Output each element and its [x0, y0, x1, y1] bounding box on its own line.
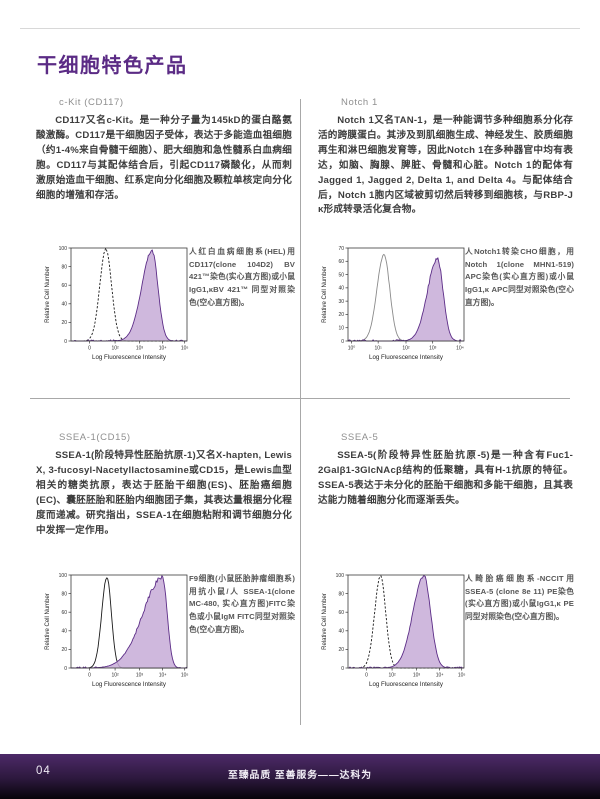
svg-text:Relative Cell Number: Relative Cell Number [322, 266, 328, 323]
svg-text:Relative Cell Number: Relative Cell Number [45, 593, 51, 650]
svg-text:Log Fluorescence Intensity: Log Fluorescence Intensity [92, 681, 167, 688]
svg-text:10²: 10² [388, 673, 396, 679]
svg-text:20: 20 [338, 312, 344, 318]
section-notch1: Notch 1 Notch 1又名TAN-1，是一种能调节多种细胞系分化存活的跨… [318, 97, 573, 218]
section-header: c-Kit (CD117) [59, 97, 124, 108]
svg-text:40: 40 [61, 629, 67, 635]
svg-text:10⁴: 10⁴ [159, 346, 167, 352]
svg-text:50: 50 [338, 272, 344, 278]
section-ssea1: SSEA-1(CD15) SSEA-1(阶段特异性胚胎抗原-1)又名X-hapt… [36, 432, 292, 538]
svg-text:100: 100 [336, 573, 345, 579]
svg-text:0: 0 [341, 339, 344, 345]
svg-text:40: 40 [61, 302, 67, 308]
top-rule [20, 28, 580, 29]
flow-histogram-ssea5: 0 20 40 60 80 100 0 10² 10³ 10⁴ 10⁵ Log Fluorescenc… [318, 569, 470, 697]
svg-text:70: 70 [338, 246, 344, 252]
footer-slogan: 至臻品质 至善服务——达科为 [227, 770, 373, 781]
flow-histogram-ckit: 0 20 40 60 80 100 0 10² 10³ 10⁴ 10⁵ Log Fluorescenc… [41, 242, 193, 370]
svg-text:Log Fluorescence Intensity: Log Fluorescence Intensity [369, 354, 444, 361]
section-header: SSEA-1(CD15) [59, 432, 131, 443]
figure-caption: 人Notch1转染CHO细胞，用Notch 1(clone MHN1-519) … [465, 247, 574, 307]
svg-text:20: 20 [61, 320, 67, 326]
figure-caption: 人畸胎癌细胞系-NCCIT用SSEA-5 (clone 8e 11) PE染色(… [465, 574, 574, 622]
svg-text:10³: 10³ [136, 346, 144, 352]
svg-text:60: 60 [338, 610, 344, 616]
svg-text:30: 30 [338, 299, 344, 305]
page-title: 干细胞特色产品 [37, 55, 188, 78]
svg-text:0: 0 [88, 673, 91, 679]
horizontal-divider [30, 398, 570, 399]
svg-text:10³: 10³ [429, 346, 437, 352]
svg-text:60: 60 [61, 283, 67, 289]
svg-text:20: 20 [338, 647, 344, 653]
svg-text:10⁰: 10⁰ [348, 346, 356, 352]
section-body: SSEA-5(阶段特异性胚胎抗原-5)是一种含有Fuc1-2Galβ1-3Glc… [318, 450, 573, 506]
svg-text:0: 0 [341, 666, 344, 672]
flow-histogram-notch1: 0 10 20 30 40 50 60 70 10⁰ 10¹ 10² 10³ 10⁴ Log Fluore… [318, 242, 470, 370]
svg-text:Log Fluorescence Intensity: Log Fluorescence Intensity [369, 681, 444, 688]
svg-text:40: 40 [338, 286, 344, 292]
svg-text:Log Fluorescence Intensity: Log Fluorescence Intensity [92, 354, 167, 361]
svg-text:60: 60 [338, 259, 344, 265]
svg-text:100: 100 [59, 246, 68, 252]
svg-text:10³: 10³ [136, 673, 144, 679]
svg-text:40: 40 [338, 629, 344, 635]
footer-bar: 04 至臻品质 至善服务——达科为 [0, 754, 600, 799]
svg-text:10⁴: 10⁴ [436, 673, 444, 679]
vertical-divider [300, 99, 301, 725]
svg-text:10¹: 10¹ [375, 346, 383, 352]
svg-text:Relative Cell Number: Relative Cell Number [45, 266, 51, 323]
svg-text:10⁵: 10⁵ [458, 673, 466, 679]
svg-text:0: 0 [64, 666, 67, 672]
svg-text:60: 60 [61, 610, 67, 616]
svg-text:0: 0 [88, 346, 91, 352]
section-body: Notch 1又名TAN-1，是一种能调节多种细胞系分化存活的跨膜蛋白。其涉及到… [318, 115, 573, 216]
section-ckit: c-Kit (CD117) CD117又名c-Kit。是一种分子量为145kD的… [36, 97, 292, 203]
svg-text:10⁴: 10⁴ [456, 346, 464, 352]
flow-histogram-ssea1: 0 20 40 60 80 100 0 10² 10³ 10⁴ 10⁵ Log Fluorescenc… [41, 569, 193, 697]
figure-caption: F9细胞(小鼠胚胎肿瘤细胞系)用抗小鼠/人 SSEA-1(clone MC-48… [189, 574, 295, 634]
svg-text:80: 80 [61, 591, 67, 597]
section-header: SSEA-5 [341, 432, 379, 443]
svg-text:10²: 10² [402, 346, 410, 352]
svg-text:80: 80 [61, 264, 67, 270]
section-body: CD117又名c-Kit。是一种分子量为145kD的蛋白酪氨酸激酶。CD117是… [36, 115, 292, 201]
svg-text:10⁵: 10⁵ [181, 673, 189, 679]
svg-text:10: 10 [338, 326, 344, 332]
figure-caption: 人红白血病细胞系(HEL)用CD117(clone 104D2) BV 421™… [189, 247, 295, 307]
page-number: 04 [36, 765, 51, 777]
section-ssea5: SSEA-5 SSEA-5(阶段特异性胚胎抗原-5)是一种含有Fuc1-2Gal… [318, 432, 573, 509]
svg-text:10⁴: 10⁴ [159, 673, 167, 679]
svg-text:20: 20 [61, 647, 67, 653]
section-header: Notch 1 [341, 97, 378, 108]
section-body: SSEA-1(阶段特异性胚胎抗原-1)又名X-hapten, Lewis X, … [36, 450, 292, 536]
svg-text:0: 0 [64, 339, 67, 345]
svg-text:10²: 10² [111, 673, 119, 679]
svg-text:10⁵: 10⁵ [181, 346, 189, 352]
svg-text:80: 80 [338, 591, 344, 597]
svg-text:10²: 10² [111, 346, 119, 352]
svg-text:10³: 10³ [413, 673, 421, 679]
svg-text:Relative Cell Number: Relative Cell Number [322, 593, 328, 650]
svg-text:100: 100 [59, 573, 68, 579]
svg-text:0: 0 [365, 673, 368, 679]
